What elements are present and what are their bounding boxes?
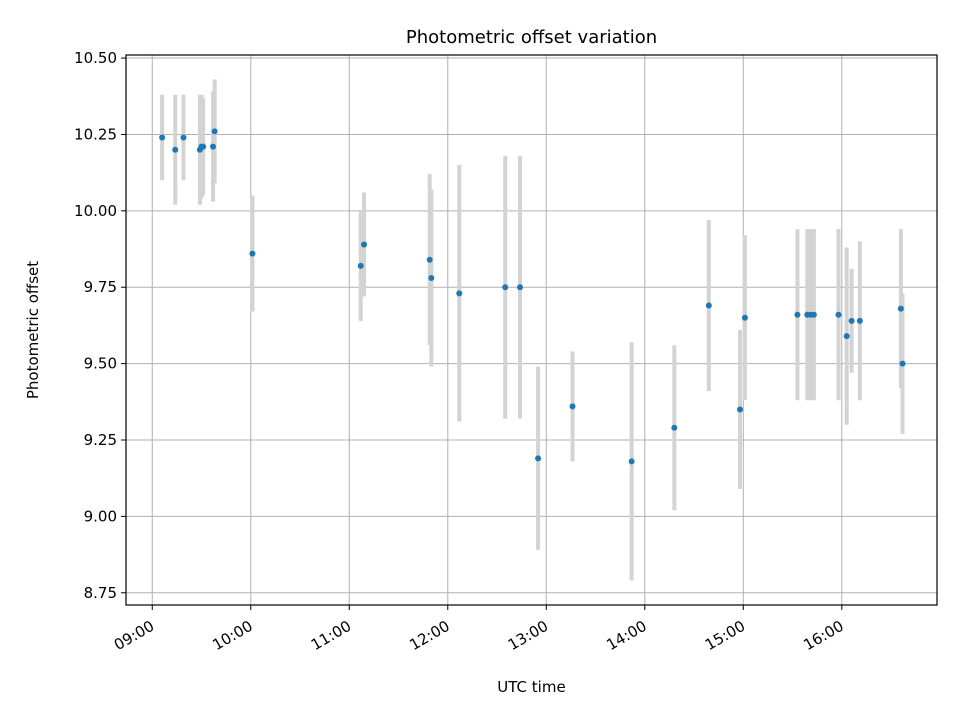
data-point [794, 311, 801, 318]
data-point [741, 314, 748, 321]
data-point [856, 317, 863, 324]
chart-title: Photometric offset variation [406, 27, 657, 48]
data-point [628, 458, 635, 465]
data-point [210, 143, 217, 150]
x-tick-label: 15:00 [702, 617, 748, 654]
data-point [211, 128, 218, 135]
data-point [180, 134, 187, 141]
data-point [249, 250, 256, 257]
data-point [456, 290, 463, 297]
y-tick-label: 9.00 [84, 507, 117, 525]
data-point [835, 311, 842, 318]
data-point [705, 302, 712, 309]
data-point [535, 455, 542, 462]
y-tick-label: 10.25 [74, 125, 117, 143]
data-point [200, 143, 207, 150]
data-point [671, 424, 678, 431]
x-tick-label: 11:00 [308, 617, 354, 654]
data-point [357, 262, 364, 269]
data-point [897, 305, 904, 312]
data-point [843, 333, 850, 340]
errorbar-layer [160, 79, 905, 581]
y-axis-title: Photometric offset [24, 261, 42, 399]
data-point [517, 284, 524, 291]
data-point [502, 284, 509, 291]
y-tick-label: 10.50 [74, 49, 117, 67]
y-tick-label: 9.75 [84, 278, 117, 296]
x-tick-label: 12:00 [406, 617, 452, 654]
data-point [810, 311, 817, 318]
x-tick-label: 13:00 [505, 617, 551, 654]
x-tick-label: 09:00 [111, 617, 157, 654]
y-tick-label: 9.50 [84, 355, 117, 373]
data-point [428, 275, 435, 282]
y-tick-label: 10.00 [74, 202, 117, 220]
grid-layer [126, 55, 937, 605]
data-point [736, 406, 743, 413]
x-tick-label: 14:00 [603, 617, 649, 654]
data-point [361, 241, 368, 248]
data-point [899, 360, 906, 367]
y-tick-label: 9.25 [84, 431, 117, 449]
x-tick-label: 16:00 [800, 617, 846, 654]
x-axis-title: UTC time [497, 678, 565, 696]
data-point [172, 146, 179, 153]
plot-frame [125, 54, 938, 606]
data-point [426, 256, 433, 263]
data-point [569, 403, 576, 410]
x-tick-label: 10:00 [209, 617, 255, 654]
point-layer [159, 128, 906, 465]
data-point [848, 317, 855, 324]
y-tick-label: 8.75 [84, 584, 117, 602]
data-point [159, 134, 166, 141]
